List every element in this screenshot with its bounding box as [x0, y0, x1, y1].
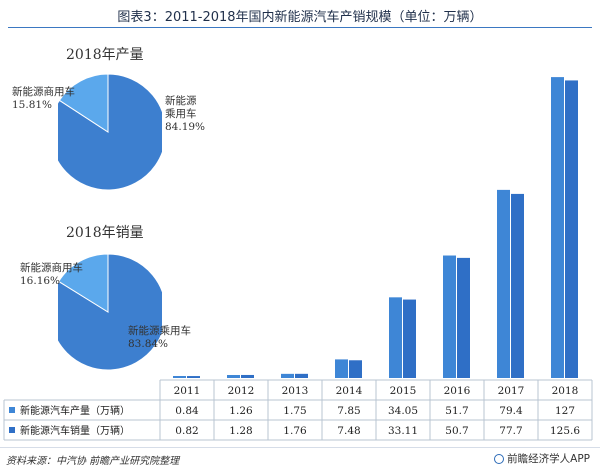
data-label: 127	[555, 405, 575, 417]
pie-label-text: 新能源乘用车	[128, 325, 191, 337]
brand-icon	[494, 454, 505, 464]
pie-chart-sales	[58, 253, 162, 371]
data-label: 33.11	[388, 425, 418, 437]
pie-label-passenger-sales: 新能源乘用车 83.84%	[128, 325, 191, 351]
x-tick-label: 2017	[498, 385, 525, 397]
bar-sales-2017	[511, 193, 524, 378]
bar-production-2017	[497, 189, 510, 378]
pie-slice-passenger-production	[58, 73, 162, 191]
bar-sales-2018	[565, 80, 578, 378]
pie-label-value: 15.81%	[12, 99, 53, 111]
pie-label-value: 16.16%	[20, 275, 61, 287]
pie-slice-passenger-sales	[58, 253, 162, 371]
data-label: 79.4	[499, 405, 523, 417]
bar-sales-2015	[403, 299, 416, 378]
brand-logo: 前瞻经济学人APP	[494, 451, 590, 466]
pie-label-text: 乘用车	[165, 108, 197, 120]
data-label: 1.76	[283, 425, 307, 437]
pie-label-text: 新能源商用车	[12, 86, 75, 98]
bar-production-2015	[389, 297, 402, 378]
pie-title-production: 2018年产量	[66, 47, 144, 63]
pie-label-text: 新能源	[165, 95, 197, 107]
data-label: 1.75	[283, 405, 306, 417]
pie-slice-commercial-sales	[58, 253, 109, 313]
x-tick-label: 2011	[174, 385, 201, 397]
bar-production-2011	[173, 376, 186, 378]
pie-label-value: 83.84%	[128, 338, 169, 350]
brand-text: 前瞻经济学人APP	[507, 453, 590, 465]
x-tick-label: 2015	[390, 385, 417, 397]
x-tick-label: 2012	[228, 385, 255, 397]
bar-sales-2014	[349, 360, 362, 378]
bar-production-2013	[281, 373, 294, 378]
chart-title: 图表3：2011-2018年国内新能源汽车产销规模（单位：万辆）	[117, 10, 483, 25]
data-label: 1.26	[229, 405, 253, 417]
legend-swatch	[9, 427, 15, 433]
bar-production-2012	[227, 375, 240, 378]
data-label: 0.82	[175, 425, 198, 437]
data-label: 7.48	[337, 425, 360, 437]
data-label: 50.7	[445, 425, 468, 437]
x-tick-label: 2016	[444, 385, 471, 397]
data-label: 7.85	[337, 405, 360, 417]
data-label: 125.6	[550, 425, 580, 437]
pie-chart-production	[58, 73, 162, 191]
pie-label-commercial-production: 新能源商用车 15.81%	[12, 86, 75, 112]
pie-label-passenger-production: 新能源 乘用车 84.19%	[165, 95, 205, 134]
legend-label: 新能源汽车销量（万辆）	[20, 424, 130, 437]
legend-swatch	[9, 407, 15, 413]
bar-production-2016	[443, 255, 456, 378]
title-divider	[8, 27, 592, 28]
x-tick-label: 2013	[282, 385, 309, 397]
footer-divider	[0, 447, 600, 448]
bar-production-2014	[335, 359, 348, 378]
source-note: 资料来源：中汽协 前瞻产业研究院整理	[6, 456, 180, 467]
bar-sales-2016	[457, 257, 470, 378]
data-label: 0.84	[175, 405, 199, 417]
data-label: 1.28	[229, 425, 252, 437]
pie-label-commercial-sales: 新能源商用车 16.16%	[20, 262, 83, 288]
pie-label-value: 84.19%	[165, 121, 206, 133]
bar-sales-2011	[187, 376, 200, 378]
data-label: 51.7	[445, 405, 468, 417]
data-label: 77.7	[499, 425, 522, 437]
pie-slice-commercial-production	[58, 73, 109, 133]
data-label: 34.05	[388, 405, 418, 417]
x-tick-label: 2018	[552, 385, 579, 397]
bar-sales-2012	[241, 374, 254, 378]
bar-production-2018	[551, 77, 564, 378]
pie-label-text: 新能源商用车	[20, 262, 83, 274]
bar-sales-2013	[295, 373, 308, 378]
pie-title-sales: 2018年销量	[66, 225, 144, 241]
legend-label: 新能源汽车产量（万辆）	[20, 404, 130, 417]
x-tick-label: 2014	[336, 385, 363, 397]
